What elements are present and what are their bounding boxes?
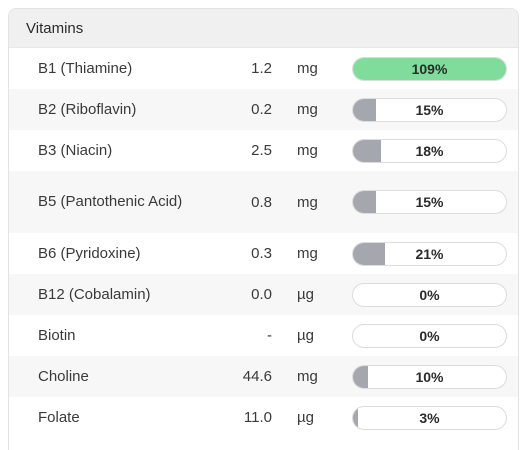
nutrient-amount: 0.0	[251, 286, 272, 303]
daily-value-fill	[353, 365, 369, 388]
daily-value-bar: 0%	[352, 282, 507, 307]
daily-value-fill	[353, 139, 381, 162]
daily-value-percent: 0%	[419, 286, 440, 303]
daily-value-percent: 3%	[419, 409, 440, 426]
nutrient-amount: 1.2	[251, 60, 272, 77]
daily-value-bar: 109%	[352, 56, 507, 81]
nutrient-unit: mg	[297, 142, 318, 159]
nutrient-name: B2 (Riboflavin)	[38, 100, 137, 118]
daily-value-bar: 21%	[352, 241, 507, 266]
nutrient-amount: -	[267, 327, 272, 344]
nutrient-unit: mg	[297, 101, 318, 118]
daily-value-percent: 15%	[415, 101, 444, 118]
nutrient-unit: mg	[297, 245, 318, 262]
nutrient-name: Folate	[38, 408, 80, 426]
daily-value-bar: 3%	[352, 405, 507, 430]
nutrient-row: B2 (Riboflavin) 0.2 mg 15%	[9, 89, 518, 130]
nutrient-unit: mg	[297, 368, 318, 385]
nutrient-amount: 2.5	[251, 142, 272, 159]
nutrient-row: Folate 11.0 µg 3%	[9, 397, 518, 438]
nutrient-name: B6 (Pyridoxine)	[38, 244, 141, 262]
daily-value-bar: 18%	[352, 138, 507, 163]
daily-value-fill	[353, 57, 506, 80]
nutrient-row: B5 (Pantothenic Acid) 0.8 mg 15%	[9, 171, 518, 233]
nutrient-row: B6 (Pyridoxine) 0.3 mg 21%	[9, 233, 518, 274]
daily-value-fill	[353, 242, 386, 265]
nutrient-unit: µg	[297, 327, 314, 344]
nutrient-row: Choline 44.6 mg 10%	[9, 356, 518, 397]
nutrient-row: B3 (Niacin) 2.5 mg 18%	[9, 130, 518, 171]
nutrient-amount: 0.8	[251, 193, 272, 211]
daily-value-percent: 109%	[411, 60, 448, 77]
nutrient-name: B5 (Pantothenic Acid)	[38, 193, 183, 210]
nutrient-row: Biotin - µg 0%	[9, 315, 518, 356]
daily-value-bar: 15%	[352, 97, 507, 122]
daily-value-bar: 10%	[352, 364, 507, 389]
daily-value-bar: 15%	[352, 190, 507, 214]
nutrient-name: Biotin	[38, 326, 76, 344]
daily-value-fill	[353, 98, 376, 121]
nutrient-name: B12 (Cobalamin)	[38, 285, 151, 303]
vitamins-panel: Vitamins B1 (Thiamine) 1.2 mg 109% B2 (R…	[8, 8, 519, 450]
section-header[interactable]: Vitamins	[9, 9, 518, 48]
nutrient-unit: µg	[297, 286, 314, 303]
nutrient-unit: µg	[297, 409, 314, 426]
daily-value-percent: 21%	[415, 245, 444, 262]
nutrient-row: B1 (Thiamine) 1.2 mg 109%	[9, 48, 518, 89]
daily-value-percent: 18%	[415, 142, 444, 159]
nutrient-name: B3 (Niacin)	[38, 141, 113, 159]
nutrient-amount: 0.3	[251, 245, 272, 262]
daily-value-percent: 15%	[415, 194, 444, 210]
nutrient-row: B12 (Cobalamin) 0.0 µg 0%	[9, 274, 518, 315]
nutrient-name: Choline	[38, 367, 89, 385]
nutrient-unit: mg	[297, 193, 318, 211]
section-title: Vitamins	[26, 19, 84, 37]
daily-value-bar: 0%	[352, 323, 507, 348]
daily-value-percent: 10%	[415, 368, 444, 385]
daily-value-percent: 0%	[419, 327, 440, 344]
daily-value-fill	[353, 406, 358, 429]
nutrient-amount: 11.0	[243, 409, 272, 426]
nutrient-unit: mg	[297, 60, 318, 77]
nutrient-amount: 0.2	[251, 101, 272, 118]
daily-value-fill	[353, 191, 376, 213]
nutrient-amount: 44.6	[242, 368, 272, 385]
nutrient-name: B1 (Thiamine)	[38, 59, 133, 77]
